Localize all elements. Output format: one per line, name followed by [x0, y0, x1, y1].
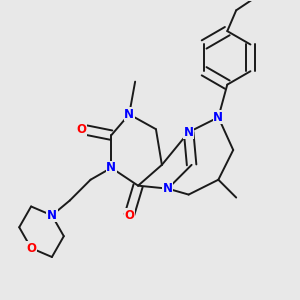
Text: O: O [124, 209, 134, 222]
Text: N: N [184, 126, 194, 139]
Text: O: O [76, 123, 87, 136]
Text: N: N [213, 111, 224, 124]
Text: N: N [124, 108, 134, 121]
Text: N: N [47, 209, 57, 222]
Text: N: N [163, 182, 173, 195]
Text: O: O [26, 242, 36, 255]
Text: N: N [106, 161, 116, 174]
